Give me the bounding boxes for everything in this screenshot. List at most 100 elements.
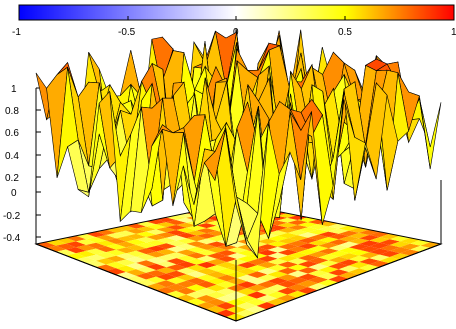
base-heatmap-cell [217, 244, 238, 251]
base-heatmap-cell [156, 232, 177, 238]
base-heatmap-cell [287, 246, 309, 253]
base-heatmap-cell [359, 246, 380, 253]
base-heatmap-cell [267, 277, 288, 285]
surface-mesh [35, 28, 442, 259]
base-heatmap-cell [96, 235, 117, 241]
base-heatmap-cell [146, 283, 167, 291]
base-heatmap-cell [126, 239, 147, 245]
base-heatmap-cell [176, 255, 197, 262]
base-heatmap-cell [176, 217, 197, 223]
base-heatmap-cell [116, 265, 137, 273]
base-heatmap-cell [196, 268, 217, 275]
z-tick-label: 0.4 [5, 151, 19, 162]
base-heatmap-cell [298, 260, 319, 268]
base-heatmap-cell [166, 246, 187, 253]
base-heatmap-cell [379, 245, 401, 251]
base-heatmap-cell [287, 264, 309, 271]
base-heatmap-cell [257, 255, 278, 262]
base-heatmap-cell [338, 247, 360, 254]
base-heatmap-cell [176, 274, 197, 281]
base-heatmap-cell [287, 258, 309, 265]
base-heatmap-cell [379, 256, 400, 264]
base-heatmap-cell [308, 229, 329, 235]
base-heatmap-cell [206, 247, 228, 253]
base-heatmap-cell [56, 249, 77, 256]
base-heatmap-cell [257, 274, 278, 282]
base-heatmap-cell [226, 284, 247, 292]
base-heatmap-cell [227, 253, 248, 259]
base-heatmap-cell [328, 233, 349, 240]
base-heatmap-cell [359, 264, 380, 271]
base-heatmap-cell [359, 258, 380, 265]
surface-cell [419, 98, 442, 170]
base-heatmap-cell [76, 245, 97, 251]
base-heatmap-cell [146, 270, 167, 277]
base-heatmap-cell [369, 242, 390, 249]
base-heatmap-cell [116, 241, 137, 248]
base-heatmap-cell [217, 255, 238, 263]
base-heatmap-cell [146, 240, 167, 246]
base-heatmap-cell [257, 287, 278, 295]
base-heatmap-cell [318, 266, 339, 273]
base-heatmap-cell [328, 262, 349, 270]
base-heatmap-cell [226, 291, 247, 299]
base-heatmap-cell [308, 251, 329, 258]
base-heatmap-cell [277, 232, 298, 239]
base-heatmap-cell [126, 275, 147, 283]
colorbar-tick-label: -0.5 [118, 27, 136, 38]
base-heatmap-cell [186, 230, 207, 236]
base-heatmap-cell [106, 261, 127, 269]
base-heatmap-cell [206, 277, 227, 285]
base-heatmap-cell [126, 269, 147, 276]
base-heatmap-cell [96, 264, 117, 271]
base-heatmap-cell [266, 298, 288, 306]
base-heatmap-cell [308, 224, 329, 230]
base-heatmap-cell [216, 288, 237, 296]
base-heatmap-cell [186, 291, 207, 299]
base-heatmap-cell [146, 257, 167, 264]
base-heatmap-cell [308, 234, 329, 241]
base-heatmap-cell [287, 235, 309, 241]
z-tick-label: 0.2 [5, 173, 19, 184]
base-heatmap-cell [106, 232, 127, 239]
base-heatmap-cell [369, 254, 390, 261]
base-heatmap-cell [328, 269, 349, 276]
base-heatmap-cell [156, 222, 177, 228]
base-heatmap-cell [277, 249, 299, 256]
base-heatmap-cell [246, 305, 267, 314]
base-heatmap-cell [277, 261, 299, 268]
base-heatmap-cell [277, 267, 298, 275]
base-heatmap-cell [146, 234, 167, 241]
base-heatmap-cell [126, 233, 147, 240]
colorbar-tick-label: 1 [451, 27, 456, 38]
base-heatmap-cell [76, 239, 97, 246]
base-heatmap-cell [106, 243, 127, 250]
base-heatmap-cell [206, 252, 228, 259]
base-heatmap-cell [46, 245, 67, 252]
base-heatmap-cell [86, 242, 107, 249]
base-heatmap-cell [348, 261, 370, 269]
base-heatmap-cell [186, 271, 207, 278]
base-heatmap-cell [287, 224, 309, 231]
base-heatmap-cell [86, 237, 107, 243]
base-heatmap-plane [34, 202, 443, 322]
base-heatmap-cell [236, 302, 257, 310]
base-heatmap-cell [86, 260, 107, 268]
base-heatmap-cell [267, 271, 288, 278]
z-tick-label: 1 [11, 84, 17, 95]
base-heatmap-cell [318, 279, 339, 287]
base-heatmap-cell [246, 291, 268, 299]
base-heatmap-cell [206, 241, 228, 248]
base-heatmap-cell [216, 295, 237, 303]
base-heatmap-cell [226, 278, 248, 285]
base-heatmap-cell [298, 232, 319, 238]
base-heatmap-cell [76, 250, 97, 257]
z-axis: 1 0.8 0.6 0.4 0.2 0 -0.2 -0.4 [3, 84, 41, 244]
base-heatmap-cell [237, 274, 258, 282]
base-heatmap-cell [166, 252, 187, 259]
base-heatmap-cell [156, 243, 177, 249]
base-heatmap-cell [196, 274, 217, 282]
base-heatmap-cell [176, 261, 197, 268]
base-heatmap-cell [318, 254, 339, 261]
